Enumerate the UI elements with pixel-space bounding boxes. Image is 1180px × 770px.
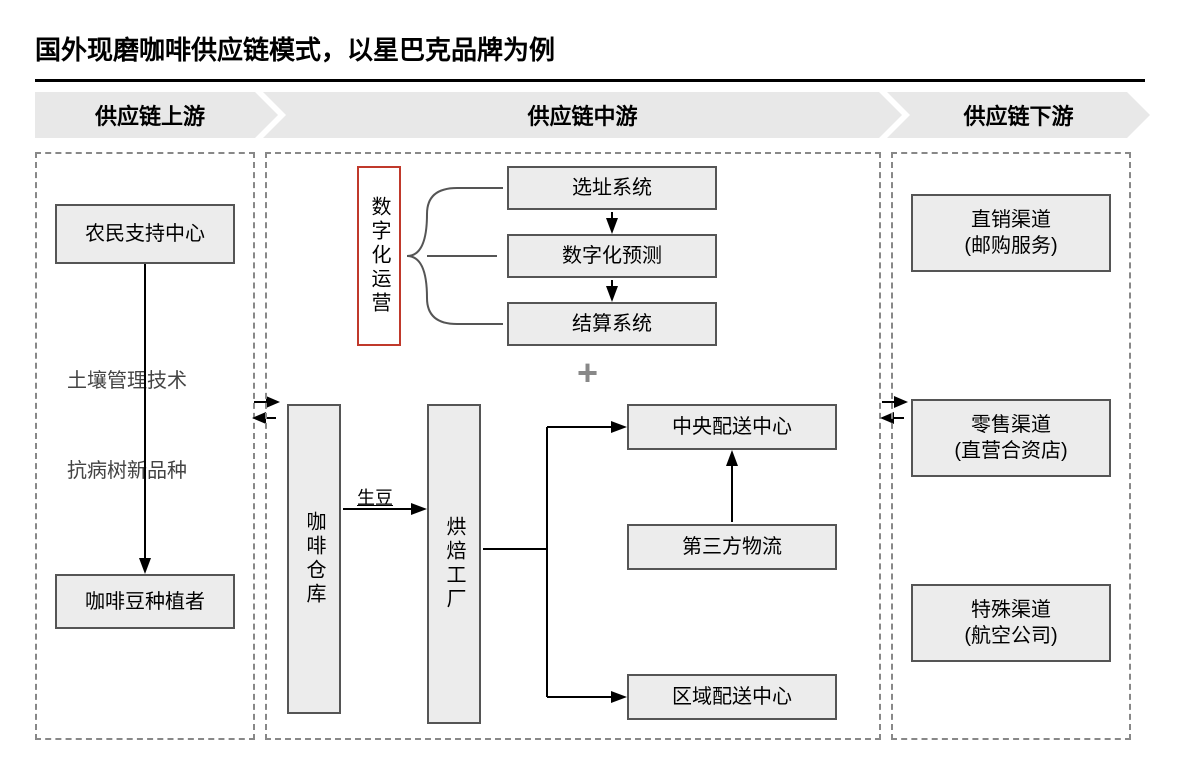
settlement-box: 结算系统 — [507, 302, 717, 346]
direct-channel-box: 直销渠道 (邮购服务) — [911, 194, 1111, 272]
retail-channel-l1: 零售渠道 — [971, 412, 1051, 438]
midstream-column: 数字化运营 选址系统 数字化预测 结算系统 + 咖啡仓库 生豆 烘焙工厂 中央配… — [265, 152, 881, 740]
chevron-header-row: 供应链上游 供应链中游 供应链下游 — [35, 92, 1145, 138]
soil-tech-label: 土壤管理技术 — [67, 364, 187, 393]
digital-forecast-box: 数字化预测 — [507, 234, 717, 278]
chevron-midstream: 供应链中游 — [263, 92, 879, 138]
roasting-factory-box: 烘焙工厂 — [427, 404, 481, 724]
special-channel-box: 特殊渠道 (航空公司) — [911, 584, 1111, 662]
retail-channel-l2: (直营合资店) — [954, 438, 1067, 464]
third-party-logistics-box: 第三方物流 — [627, 524, 837, 570]
direct-channel-l1: 直销渠道 — [971, 207, 1051, 233]
chevron-upstream: 供应链上游 — [35, 92, 255, 138]
growers-box: 咖啡豆种植者 — [55, 574, 235, 629]
plus-icon: + — [577, 352, 598, 394]
upstream-column: 农民支持中心 土壤管理技术 抗病树新品种 咖啡豆种植者 — [35, 152, 255, 740]
disease-variety-label: 抗病树新品种 — [67, 454, 187, 483]
retail-channel-box: 零售渠道 (直营合资店) — [911, 399, 1111, 477]
green-bean-label: 生豆 — [357, 484, 393, 510]
special-channel-l2: (航空公司) — [964, 623, 1057, 649]
special-channel-l1: 特殊渠道 — [971, 597, 1051, 623]
digital-ops-box: 数字化运营 — [357, 166, 401, 346]
columns-row: 农民支持中心 土壤管理技术 抗病树新品种 咖啡豆种植者 数字化运营 选址系统 数… — [35, 152, 1145, 740]
farmer-support-box: 农民支持中心 — [55, 204, 235, 264]
chevron-downstream: 供应链下游 — [887, 92, 1127, 138]
site-selection-box: 选址系统 — [507, 166, 717, 210]
regional-dc-box: 区域配送中心 — [627, 674, 837, 720]
diagram-title: 国外现磨咖啡供应链模式，以星巴克品牌为例 — [35, 30, 1145, 67]
downstream-column: 直销渠道 (邮购服务) 零售渠道 (直营合资店) 特殊渠道 (航空公司) — [891, 152, 1131, 740]
coffee-warehouse-box: 咖啡仓库 — [287, 404, 341, 714]
central-dc-box: 中央配送中心 — [627, 404, 837, 450]
title-underline — [35, 79, 1145, 82]
direct-channel-l2: (邮购服务) — [964, 233, 1057, 259]
